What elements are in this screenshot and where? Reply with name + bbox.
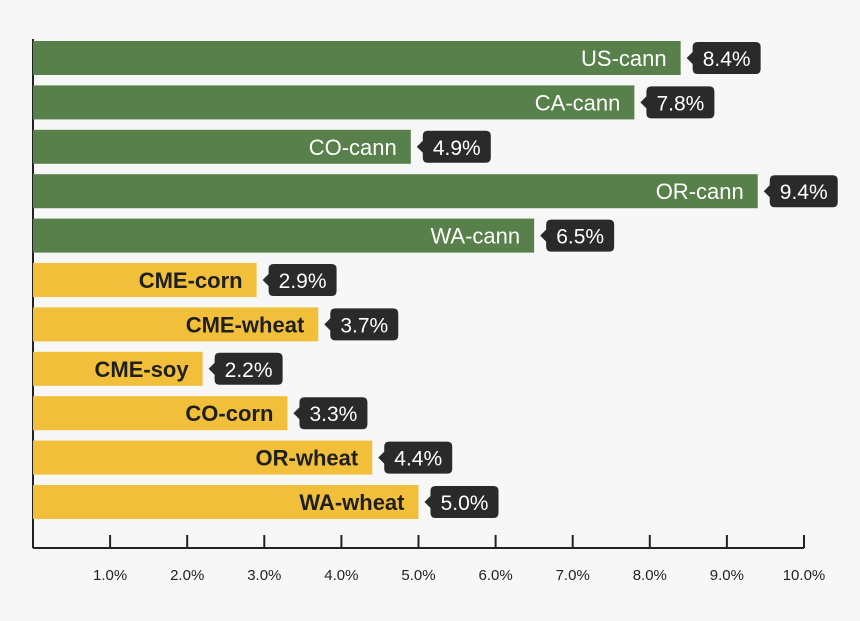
bar-cme-corn [33, 263, 257, 297]
bar-co-corn [33, 396, 288, 431]
value-badge-or-wheat [378, 441, 453, 474]
bar-label-wa-cann: WA-cann [430, 224, 520, 249]
value-label-cme-corn: 2.9% [279, 270, 327, 293]
bar-label-cme-corn: CME-corn [139, 268, 243, 293]
bar-label-or-cann: OR-cann [656, 179, 744, 204]
x-tick-label-1: 1.0% [93, 567, 127, 584]
value-badge-co-corn [293, 397, 368, 430]
bar-or-wheat [33, 440, 373, 475]
value-badge-cme-corn [262, 264, 337, 296]
bar-wa-wheat [33, 485, 419, 519]
value-label-or-wheat: 4.4% [394, 448, 442, 471]
value-label-ca-cann: 7.8% [656, 92, 704, 115]
bar-co-cann [33, 129, 411, 164]
x-tick-label-6: 6.0% [478, 567, 512, 584]
x-tick-label-4: 4.0% [324, 567, 358, 584]
x-tick-label-7: 7.0% [556, 567, 590, 584]
x-tick-label-9: 9.0% [710, 567, 744, 584]
bar-label-co-cann: CO-cann [309, 135, 397, 160]
value-badge-wa-cann [540, 219, 615, 252]
x-tick-label-3: 3.0% [247, 567, 281, 584]
value-badge-cme-wheat [324, 308, 399, 341]
bar-cme-soy [33, 351, 203, 386]
value-label-cme-wheat: 3.7% [340, 314, 388, 337]
value-badge-cme-soy [208, 352, 283, 385]
bar-us-cann [33, 41, 681, 75]
value-label-co-corn: 3.3% [309, 403, 357, 426]
bar-label-or-wheat: OR-wheat [256, 446, 359, 471]
value-badge-wa-wheat [424, 486, 499, 518]
bar-label-ca-cann: CA-cann [535, 90, 621, 115]
x-tick-label-2: 2.0% [170, 567, 204, 584]
value-badge-ca-cann [640, 86, 715, 119]
bar-cme-wheat [33, 307, 319, 342]
bar-ca-cann [33, 85, 635, 120]
x-tick-label-5: 5.0% [401, 567, 435, 584]
value-label-cme-soy: 2.2% [225, 359, 273, 382]
x-tick-label-8: 8.0% [633, 567, 667, 584]
bar-label-wa-wheat: WA-wheat [299, 490, 405, 515]
bar-label-co-corn: CO-corn [185, 401, 273, 426]
value-badge-us-cann [686, 42, 761, 74]
bar-label-cme-wheat: CME-wheat [186, 312, 305, 337]
bar-wa-cann [33, 218, 535, 253]
value-label-wa-wheat: 5.0% [441, 492, 489, 515]
bar-label-us-cann: US-cann [581, 46, 667, 71]
value-label-co-cann: 4.9% [433, 137, 481, 160]
x-tick-label-10: 10.0% [783, 567, 826, 584]
bar-label-cme-soy: CME-soy [94, 357, 189, 382]
bar-or-cann [33, 174, 758, 209]
value-badge-or-cann [763, 175, 838, 208]
value-label-wa-cann: 6.5% [556, 226, 604, 249]
value-label-us-cann: 8.4% [703, 48, 751, 71]
value-badge-co-cann [416, 130, 491, 163]
value-label-or-cann: 9.4% [780, 181, 828, 204]
